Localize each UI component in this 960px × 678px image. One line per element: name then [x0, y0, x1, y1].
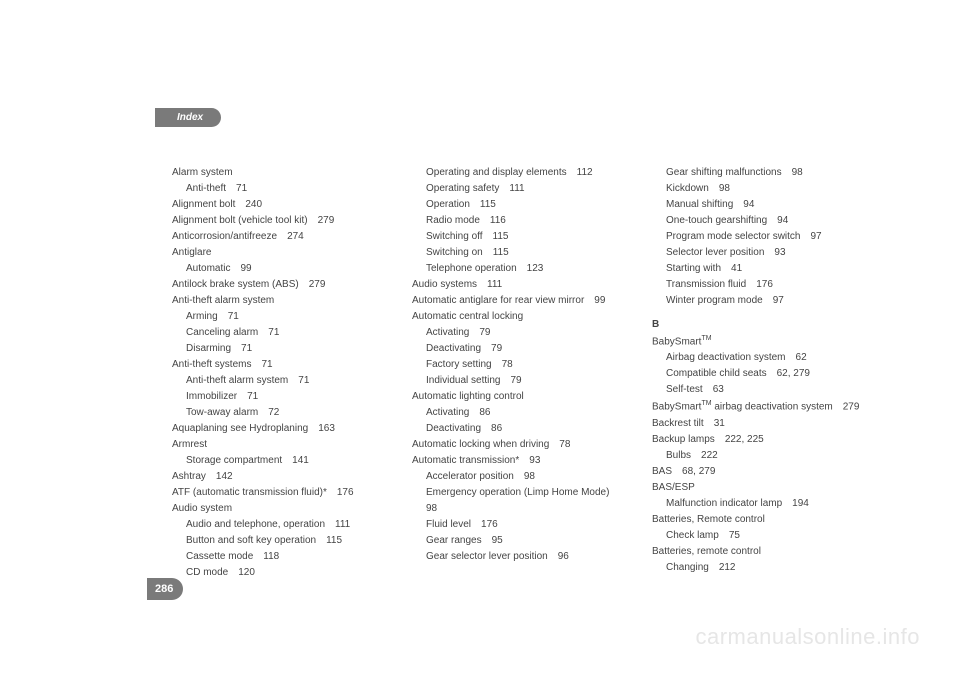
index-entry: Operation 115 [412, 197, 624, 213]
index-entry: Audio and telephone, operation 111 [172, 517, 384, 533]
index-entry: Gear ranges 95 [412, 533, 624, 549]
index-entry: Audio systems 111 [412, 277, 624, 293]
index-entry: Emergency operation (Limp Home Mode) 98 [412, 485, 624, 517]
index-entry: Antiglare [172, 245, 384, 261]
index-letter: B [652, 317, 864, 333]
index-entry: Winter program mode 97 [652, 293, 864, 309]
index-entry: Airbag deactivation system 62 [652, 350, 864, 366]
index-entry: Cassette mode 118 [172, 549, 384, 565]
index-entry: Compatible child seats 62, 279 [652, 366, 864, 382]
index-entry: Changing 212 [652, 560, 864, 576]
index-entry: Radio mode 116 [412, 213, 624, 229]
index-entry: Factory setting 78 [412, 357, 624, 373]
index-entry: Malfunction indicator lamp 194 [652, 496, 864, 512]
index-entry: Anti-theft alarm system 71 [172, 373, 384, 389]
index-entry: Deactivating 86 [412, 421, 624, 437]
index-entry: Self-test 63 [652, 382, 864, 398]
index-entry: Button and soft key operation 115 [172, 533, 384, 549]
index-entry: Automatic lighting control [412, 389, 624, 405]
index-entry: Canceling alarm 71 [172, 325, 384, 341]
index-entry: Disarming 71 [172, 341, 384, 357]
index-entry: Gear shifting malfunctions 98 [652, 165, 864, 181]
index-entry: Batteries, remote control [652, 544, 864, 560]
index-entry: Fluid level 176 [412, 517, 624, 533]
index-entry: Armrest [172, 437, 384, 453]
index-entry: Backrest tilt 31 [652, 416, 864, 432]
index-columns: Alarm systemAnti-theft 71Alignment bolt … [172, 165, 864, 581]
index-entry: Arming 71 [172, 309, 384, 325]
index-entry: Deactivating 79 [412, 341, 624, 357]
index-entry: Alignment bolt 240 [172, 197, 384, 213]
index-entry: Automatic 99 [172, 261, 384, 277]
index-entry: Alarm system [172, 165, 384, 181]
column-3: Gear shifting malfunctions 98Kickdown 98… [652, 165, 864, 581]
watermark: carmanualsonline.info [695, 624, 920, 650]
index-entry: Operating safety 111 [412, 181, 624, 197]
index-entry: Check lamp 75 [652, 528, 864, 544]
index-entry: Audio system [172, 501, 384, 517]
index-entry: BAS/ESP [652, 480, 864, 496]
index-entry: Activating 79 [412, 325, 624, 341]
index-entry: Immobilizer 71 [172, 389, 384, 405]
index-entry: Anti-theft alarm system [172, 293, 384, 309]
index-entry: Selector lever position 93 [652, 245, 864, 261]
index-entry: Manual shifting 94 [652, 197, 864, 213]
index-entry: Individual setting 79 [412, 373, 624, 389]
index-entry: Bulbs 222 [652, 448, 864, 464]
index-entry: Batteries, Remote control [652, 512, 864, 528]
index-entry: Ashtray 142 [172, 469, 384, 485]
index-entry: Automatic central locking [412, 309, 624, 325]
index-entry: Tow-away alarm 72 [172, 405, 384, 421]
index-entry: Automatic antiglare for rear view mirror… [412, 293, 624, 309]
index-entry: Switching off 115 [412, 229, 624, 245]
index-entry: Operating and display elements 112 [412, 165, 624, 181]
column-2: Operating and display elements 112Operat… [412, 165, 624, 581]
section-header: Index [155, 108, 221, 127]
index-entry: Alignment bolt (vehicle tool kit) 279 [172, 213, 384, 229]
column-1: Alarm systemAnti-theft 71Alignment bolt … [172, 165, 384, 581]
index-entry: Gear selector lever position 96 [412, 549, 624, 565]
index-entry: Activating 86 [412, 405, 624, 421]
page-number: 286 [147, 578, 183, 600]
index-entry: Accelerator position 98 [412, 469, 624, 485]
index-entry: Transmission fluid 176 [652, 277, 864, 293]
index-entry: Telephone operation 123 [412, 261, 624, 277]
index-entry: Program mode selector switch 97 [652, 229, 864, 245]
index-entry: Antilock brake system (ABS) 279 [172, 277, 384, 293]
index-entry: Automatic locking when driving 78 [412, 437, 624, 453]
index-entry: BabySmartTM airbag deactivation system 2… [652, 398, 864, 415]
index-entry: Anticorrosion/antifreeze 274 [172, 229, 384, 245]
index-entry: Storage compartment 141 [172, 453, 384, 469]
index-entry: CD mode 120 [172, 565, 384, 581]
index-entry: BabySmartTM [652, 333, 864, 350]
index-entry: Kickdown 98 [652, 181, 864, 197]
index-entry: Anti-theft systems 71 [172, 357, 384, 373]
index-entry: Starting with 41 [652, 261, 864, 277]
index-entry: Switching on 115 [412, 245, 624, 261]
index-entry: Aquaplaning see Hydroplaning 163 [172, 421, 384, 437]
index-entry: BAS 68, 279 [652, 464, 864, 480]
index-entry: Backup lamps 222, 225 [652, 432, 864, 448]
index-entry: Automatic transmission* 93 [412, 453, 624, 469]
index-entry: One-touch gearshifting 94 [652, 213, 864, 229]
index-entry: ATF (automatic transmission fluid)* 176 [172, 485, 384, 501]
index-entry: Anti-theft 71 [172, 181, 384, 197]
